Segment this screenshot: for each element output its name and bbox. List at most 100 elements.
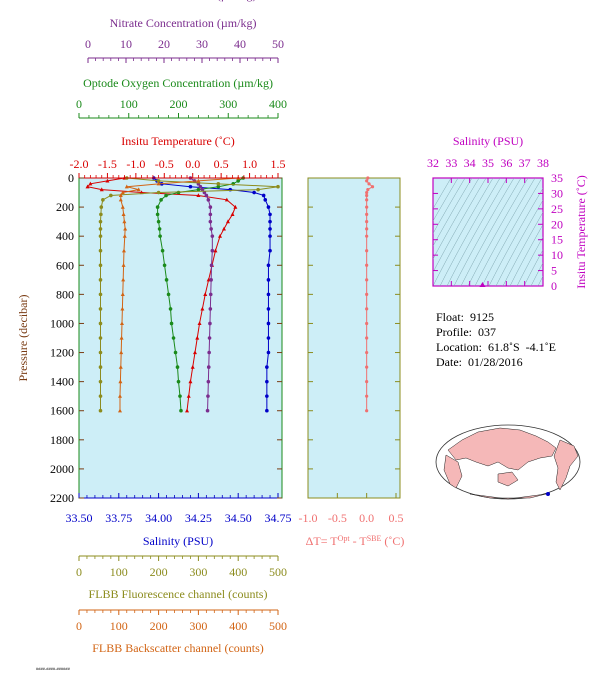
nitrate-tick-label: 40: [234, 37, 246, 51]
backscatter-point: [119, 335, 124, 340]
nitrate-point: [209, 227, 213, 231]
fluorescence-point: [98, 219, 103, 224]
delta-t-point: [365, 307, 369, 311]
fluorescence-tick-label: 100: [110, 565, 128, 579]
salinity-tick-label: 33.75: [105, 511, 132, 525]
ts-density-contour: [433, 178, 466, 234]
oxygen-point: [164, 278, 169, 282]
temperature-point: [186, 393, 191, 398]
ts-salinity-tick-label: 35: [482, 156, 494, 170]
pressure-tick-label: 2000: [50, 462, 74, 476]
nitrate-point: [208, 219, 213, 224]
pressure-axis-title: Pressure (decibar): [16, 295, 30, 382]
nitrate-point: [206, 379, 211, 384]
salinity-point: [268, 212, 272, 217]
salinity-point: [268, 234, 272, 238]
backscatter-point: [118, 364, 123, 369]
oxygen-point: [169, 321, 174, 326]
ts-temperature-tick-label: 30: [551, 186, 563, 200]
backscatter-point: [136, 187, 141, 192]
backscatter-point: [124, 184, 129, 189]
temperature-point: [190, 364, 195, 369]
oxygen-point: [159, 198, 163, 202]
temperature-point: [99, 187, 104, 192]
temperature-tick-label: 1.0: [242, 157, 257, 171]
oxygen-tick-label: 300: [219, 97, 237, 111]
delta-t-point: [365, 394, 369, 398]
delta-t-point: [365, 212, 369, 216]
pressure-tick-label: 2200: [50, 491, 74, 505]
ts-temperature-axis-title: Insitu Temperature (˚C): [574, 175, 588, 289]
fluorescence-axis-title: FLBB Fluorescence channel (counts): [89, 587, 268, 601]
oxygen-point: [157, 227, 162, 231]
pressure-tick-label: 400: [56, 229, 74, 243]
backscatter-tick-label: 400: [229, 619, 247, 633]
land-africa: [443, 454, 463, 489]
temperature-point: [195, 335, 200, 340]
ts-density-contour: [433, 178, 473, 247]
fluorescence-point: [98, 278, 103, 282]
nitrate-point: [208, 205, 213, 209]
temperature-tick-label: 0.5: [214, 157, 229, 171]
backscatter-tick-label: 0: [76, 619, 82, 633]
temperature-point: [218, 233, 223, 238]
fluorescence-point: [156, 190, 161, 195]
ts-density-contour: [523, 249, 543, 286]
backscatter-point: [118, 197, 123, 202]
ts-density-contour: [467, 178, 529, 286]
nitrate-point: [209, 263, 214, 268]
oxygen-point: [160, 248, 165, 253]
float-info: Float: 9125 Profile: 037 Location: 61.8˚…: [436, 310, 556, 370]
ts-salinity-tick-label: 32: [427, 156, 439, 170]
ts-salinity-tick-label: 33: [445, 156, 457, 170]
fluorescence-tick-label: 200: [150, 565, 168, 579]
backscatter-point: [156, 181, 161, 186]
nitrate-tick-label: 0: [85, 37, 91, 51]
nitrate-point: [206, 198, 211, 202]
backscatter-tick-label: 300: [189, 619, 207, 633]
salinity-tick-label: 34.50: [225, 511, 252, 525]
ts-temperature-tick-label: 10: [551, 248, 563, 262]
temperature-point: [225, 219, 230, 224]
salinity-tick-label: 34.75: [265, 511, 292, 525]
delta-t-point: [365, 336, 369, 340]
temperature-point: [105, 178, 110, 183]
fluorescence-point: [98, 394, 103, 398]
temperature-point: [233, 204, 238, 209]
pressure-tick-label: 1800: [50, 433, 74, 447]
backscatter-point: [120, 306, 125, 311]
ts-density-contour: [433, 178, 487, 273]
delta-t-point: [365, 205, 369, 209]
pressure-tick-label: 1600: [50, 404, 74, 418]
oxygen-tick-label: 100: [120, 97, 138, 111]
fluorescence-point: [256, 187, 260, 192]
temperature-tick-label: -0.5: [155, 157, 174, 171]
pressure-tick-label: 0: [68, 171, 74, 185]
fluorescence-tick-label: 500: [269, 565, 287, 579]
delta-t-tick-label: 0.0: [359, 511, 374, 525]
temperature-point: [221, 226, 226, 231]
ts-density-contour: [446, 178, 508, 286]
fluorescence-point: [98, 379, 103, 384]
backscatter-tick-label: 500: [269, 619, 287, 633]
oxygen-point: [178, 394, 182, 398]
ts-density-contour: [453, 178, 515, 286]
fluorescence-point: [98, 350, 103, 355]
temperature-tick-label: -2.0: [70, 157, 89, 171]
oxygen-point: [158, 234, 162, 238]
backscatter-tick-label: 100: [110, 619, 128, 633]
fluorescence-point: [99, 205, 104, 209]
oxygen-point: [168, 307, 173, 311]
salinity-point: [265, 394, 269, 398]
ts-temperature-tick-label: 20: [551, 217, 563, 231]
ts-density-contour: [433, 178, 452, 210]
ts-density-contour: [433, 178, 459, 222]
delta-t-point: [365, 179, 369, 183]
float-id: Float: 9125: [436, 310, 495, 324]
salinity-point: [268, 219, 272, 224]
backscatter-point: [118, 379, 123, 384]
delta-t-point: [365, 190, 369, 195]
nitrate-point: [208, 292, 213, 297]
nitrate-tick-label: 50: [272, 37, 284, 51]
